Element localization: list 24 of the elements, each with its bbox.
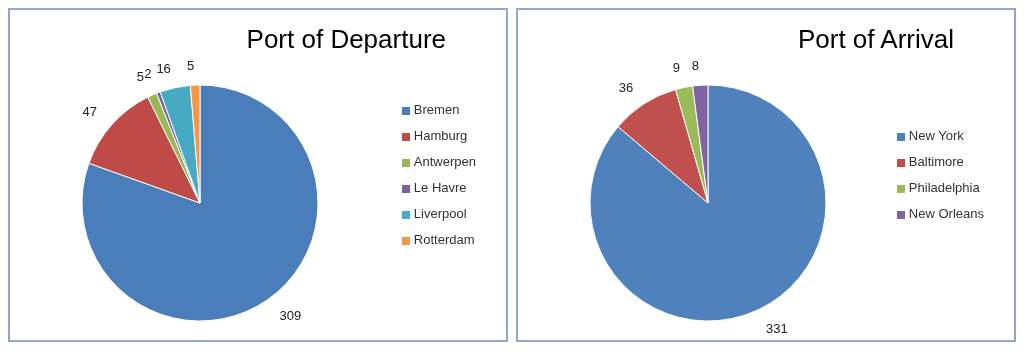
legend-label: Le Havre (413, 180, 467, 195)
chart-title: Port of Departure (246, 24, 446, 55)
legend-label: Liverpool (413, 206, 467, 221)
data-label: 36 (618, 79, 634, 95)
legend-label: Baltimore (908, 154, 964, 169)
data-label: 9 (672, 60, 680, 76)
data-label: 8 (691, 57, 699, 73)
chart-title: Port of Arrival (797, 24, 954, 55)
data-label: 16 (156, 60, 171, 76)
legend-label: Philadelphia (908, 180, 980, 195)
pie-slice (589, 84, 827, 322)
data-label: 2 (144, 66, 152, 82)
data-label: 5 (136, 69, 145, 85)
data-label: 47 (82, 103, 97, 119)
data-label: 331 (765, 320, 788, 336)
legend-label: New Orleans (908, 206, 984, 221)
legend-label: Rotterdam (413, 232, 475, 247)
legend-label: Antwerpen (413, 154, 476, 169)
data-label: 309 (279, 308, 302, 324)
legend-label: Hamburg (413, 128, 468, 143)
legend-label: New York (908, 128, 964, 143)
data-label: 5 (187, 57, 195, 73)
pie-slice (81, 84, 319, 322)
legend-label: Bremen (413, 102, 460, 117)
